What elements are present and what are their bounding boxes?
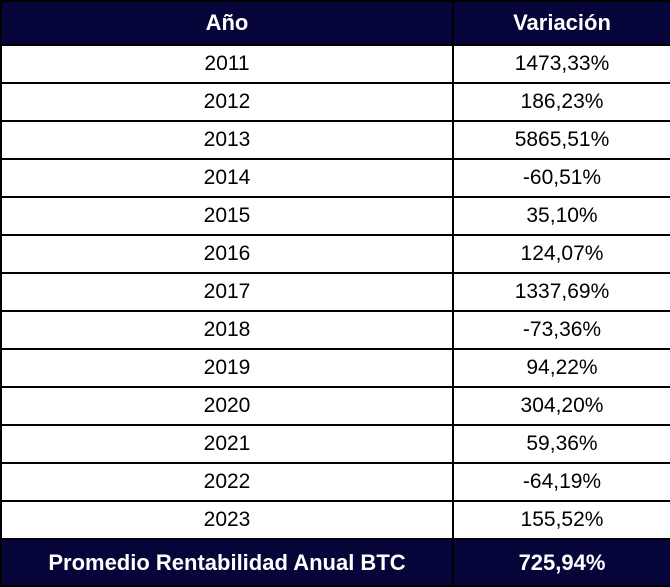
variation-cell: 124,07%: [452, 234, 670, 274]
table-row: 2022 -64,19%: [0, 462, 670, 502]
variation-cell: 5865,51%: [452, 120, 670, 160]
year-cell: 2023: [0, 500, 454, 540]
footer-row: Promedio Rentabilidad Anual BTC 725,94%: [0, 538, 670, 587]
header-cell: Año: [0, 0, 454, 46]
variation-cell: -60,51%: [452, 158, 670, 198]
table-row: 2017 1337,69%: [0, 272, 670, 312]
table-row: 2018 -73,36%: [0, 310, 670, 350]
year-cell: 2015: [0, 196, 454, 236]
table-row: 2015 35,10%: [0, 196, 670, 236]
year-cell: 2014: [0, 158, 454, 198]
variation-cell: 35,10%: [452, 196, 670, 236]
table-row: 2023 155,52%: [0, 500, 670, 540]
table-row: 2012 186,23%: [0, 82, 670, 122]
footer-cell: Promedio Rentabilidad Anual BTC: [0, 538, 454, 587]
variation-cell: 304,20%: [452, 386, 670, 426]
table-row: 2013 5865,51%: [0, 120, 670, 160]
table-header: Año Variación: [0, 0, 670, 46]
year-cell: 2020: [0, 386, 454, 426]
year-cell: 2022: [0, 462, 454, 502]
table-row: 2016 124,07%: [0, 234, 670, 274]
table-row: 2020 304,20%: [0, 386, 670, 426]
year-cell: 2018: [0, 310, 454, 350]
variation-cell: -73,36%: [452, 310, 670, 350]
variation-cell: 59,36%: [452, 424, 670, 464]
year-cell: 2021: [0, 424, 454, 464]
year-cell: 2016: [0, 234, 454, 274]
table-row: 2019 94,22%: [0, 348, 670, 388]
variation-cell: 1473,33%: [452, 44, 670, 84]
year-cell: 2017: [0, 272, 454, 312]
table-row: 2021 59,36%: [0, 424, 670, 464]
table-footer: Promedio Rentabilidad Anual BTC 725,94%: [0, 538, 670, 587]
header-row: Año Variación: [0, 0, 670, 46]
table-body: 2011 1473,33% 2012 186,23% 2013 5865,51% 2014-…: [0, 44, 670, 540]
variation-cell: 94,22%: [452, 348, 670, 388]
variation-cell: 1337,69%: [452, 272, 670, 312]
year-cell: 2019: [0, 348, 454, 388]
year-cell: 2011: [0, 44, 454, 84]
year-cell: 2012: [0, 82, 454, 122]
year-cell: 2013: [0, 120, 454, 160]
variation-cell: 155,52%: [452, 500, 670, 540]
table-row: 2014 -60,51%: [0, 158, 670, 198]
variation-cell: 186,23%: [452, 82, 670, 122]
variation-cell: -64,19%: [452, 462, 670, 502]
table-row: 2011 1473,33%: [0, 44, 670, 84]
header-cell: Variación: [452, 0, 670, 46]
footer-cell: 725,94%: [452, 538, 670, 587]
